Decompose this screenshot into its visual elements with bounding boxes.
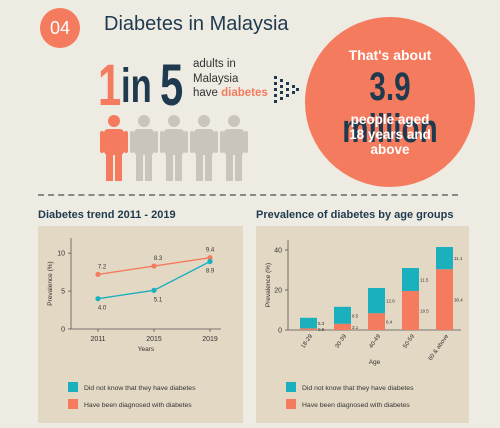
legend-swatch (286, 382, 296, 392)
ratio-line3-prefix: have (193, 87, 218, 99)
person-icon (130, 115, 158, 186)
data-label: 7.2 (98, 264, 107, 270)
y-axis-label: Prevalence (%) (265, 263, 272, 307)
callout-intro: That's about (348, 47, 432, 63)
data-label: 11.1 (454, 256, 463, 261)
x-tick-label: 40-49 (368, 333, 382, 350)
y-tick-label: 10 (57, 251, 65, 258)
legend-label: Have been diagnosed with diabetes (302, 402, 410, 409)
data-label: 8.9 (206, 269, 215, 275)
legend-label: Did not know that they have diabetes (302, 385, 414, 392)
y-tick-label: 40 (274, 248, 282, 255)
section-number: 04 (40, 8, 80, 48)
data-label: 5.3 (318, 321, 325, 326)
legend-swatch (286, 399, 296, 409)
data-label: 12.6 (386, 299, 395, 304)
bar-undiagnosed (334, 306, 351, 324)
data-label: 8.5 (352, 313, 359, 318)
x-tick-label: 2011 (90, 336, 105, 343)
person-icon (160, 115, 188, 186)
bar-diagnosed (368, 313, 385, 330)
callout-circle (305, 17, 475, 187)
y-tick-label: 0 (61, 327, 65, 334)
line-chart: 0 5 10 2011 2015 2019 Years Prevalence (%) 7.2 8.… (47, 238, 221, 409)
ratio-line1: adults in (193, 58, 236, 70)
dotted-arrow-icon (274, 76, 299, 103)
data-label: 4.0 (98, 306, 107, 312)
callout-line2: 18 years and (349, 127, 431, 142)
legend-swatch (68, 399, 78, 409)
bar-undiagnosed (368, 288, 385, 314)
x-axis-label: Age (369, 359, 381, 366)
page-title: Diabetes in Malaysia (104, 13, 289, 35)
data-label: 19.5 (420, 309, 429, 314)
callout-value: 3.9 million (305, 66, 475, 150)
data-label: 9.4 (206, 248, 215, 254)
x-axis-label: Years (138, 346, 155, 353)
person-icon (220, 115, 248, 186)
callout-description: people aged 18 years and above (305, 112, 475, 157)
section-divider (38, 194, 458, 196)
ratio-one: 1 (98, 53, 122, 118)
data-point (151, 287, 157, 293)
x-tick-label: 2019 (202, 336, 218, 343)
x-tick-label: 30-39 (334, 333, 348, 350)
y-tick-label: 20 (274, 288, 282, 295)
legend-swatch (68, 382, 78, 392)
data-point (151, 263, 157, 269)
ratio-five: 5 (160, 53, 184, 118)
data-label: 8.4 (386, 320, 393, 325)
x-tick-label: 18-29 (300, 333, 314, 350)
callout-line1: people aged (350, 112, 430, 127)
person-icon (190, 115, 218, 186)
data-point (95, 296, 101, 302)
legend-label: Have been diagnosed with diabetes (84, 402, 192, 409)
callout-value-text: 3.9 million (342, 65, 438, 151)
data-point (207, 258, 213, 265)
data-label: 0.8 (318, 327, 325, 332)
ratio-line3-highlight: diabetes (221, 87, 268, 99)
x-tick-label: 2015 (146, 336, 162, 343)
line-chart-panel: 0 5 10 2011 2015 2019 Years Prevalence (%) 7.2 8.… (38, 226, 243, 423)
bar-undiagnosed (402, 268, 419, 291)
data-label: 8.3 (154, 256, 163, 262)
data-point (207, 255, 213, 261)
x-tick-label: 60 & above (428, 333, 451, 362)
ratio-line3: have diabetes (193, 86, 268, 101)
bar-chart-title: Prevalence of diabetes by age groups (256, 209, 454, 221)
ratio-in: in (121, 60, 152, 113)
bar-diagnosed (436, 269, 453, 330)
x-tick-label: 50-59 (402, 333, 416, 350)
bar-diagnosed (402, 291, 419, 330)
legend-label: Did not know that they have diabetes (84, 385, 196, 392)
data-label: 11.5 (420, 278, 429, 283)
data-label: 30.4 (454, 298, 463, 303)
y-tick-label: 0 (278, 328, 282, 335)
line-chart-title: Diabetes trend 2011 - 2019 (38, 209, 176, 221)
bar-undiagnosed (436, 247, 453, 270)
callout-line3: above (370, 142, 410, 157)
ratio-line2: Malaysia (193, 72, 239, 85)
bar-chart-panel: 0 20 40 Prevalence (%) 0.8 5.3 18-29 3.1 8.5 30-3… (256, 226, 469, 423)
data-label: 3.1 (352, 325, 359, 330)
bar-diagnosed (300, 328, 317, 330)
ratio-description: adults in Malaysia have diabetes (193, 57, 268, 101)
y-axis-label: Prevalence (%) (47, 261, 54, 305)
person-icon (100, 115, 128, 186)
bar-undiagnosed (300, 317, 317, 329)
data-label: 5.1 (154, 297, 163, 303)
data-point (95, 271, 101, 277)
y-tick-label: 5 (61, 289, 65, 296)
bar-diagnosed (334, 323, 351, 330)
bar-chart: 0 20 40 Prevalence (%) 0.85.3 18-29 3.1 8.5 30-3… (265, 240, 463, 409)
